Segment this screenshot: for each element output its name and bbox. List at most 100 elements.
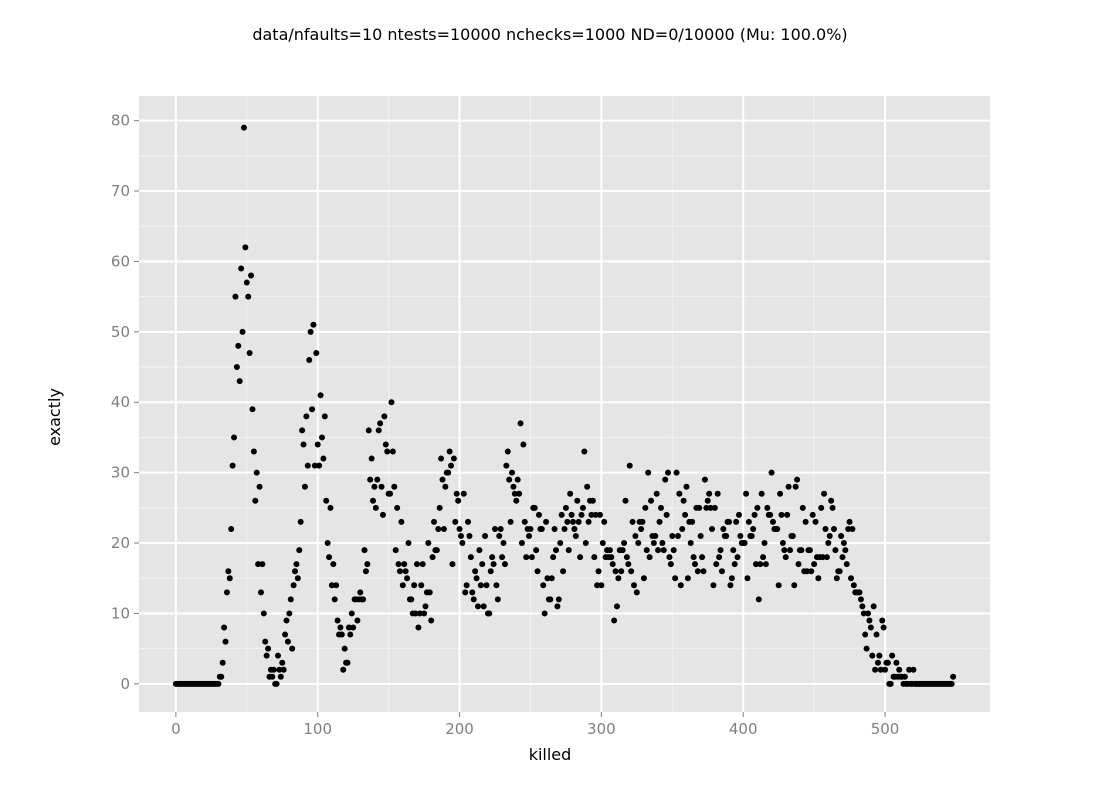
- data-point: [387, 490, 394, 497]
- data-point: [479, 561, 486, 568]
- data-point: [497, 525, 504, 532]
- data-point: [314, 441, 321, 448]
- data-point: [581, 448, 588, 455]
- data-point: [648, 497, 655, 504]
- data-point: [259, 561, 266, 568]
- data-point: [474, 603, 481, 610]
- x-tick-label: 200: [445, 720, 474, 738]
- data-point: [299, 427, 306, 434]
- data-point: [449, 561, 456, 568]
- data-point: [626, 462, 633, 469]
- data-point: [737, 533, 744, 539]
- data-point: [589, 497, 596, 504]
- data-point: [551, 525, 558, 532]
- data-point: [500, 540, 507, 547]
- data-point: [656, 518, 663, 525]
- data-point: [460, 490, 467, 497]
- data-point: [781, 547, 788, 554]
- data-point: [557, 540, 564, 547]
- data-point: [326, 554, 333, 561]
- y-axis-ticks: 0 10 20 30 40 50 60 70 80: [111, 112, 139, 693]
- data-point: [507, 518, 514, 525]
- plot-panel: [139, 96, 990, 712]
- data-point: [856, 589, 863, 596]
- data-point: [218, 673, 225, 680]
- data-point: [378, 483, 385, 490]
- data-point: [697, 533, 704, 539]
- data-point: [456, 525, 463, 532]
- data-point: [260, 610, 267, 617]
- data-point: [418, 582, 425, 589]
- data-point: [327, 504, 334, 511]
- data-point: [808, 568, 815, 575]
- data-point: [751, 511, 758, 518]
- data-point: [676, 490, 683, 497]
- data-point: [842, 547, 849, 554]
- data-point: [950, 673, 957, 680]
- data-point: [528, 554, 535, 561]
- data-point: [806, 547, 813, 554]
- data-point: [767, 511, 774, 518]
- data-point: [670, 547, 677, 554]
- data-point: [422, 603, 429, 610]
- data-point: [633, 589, 640, 596]
- x-tick-label: 400: [729, 720, 758, 738]
- data-point: [703, 504, 710, 511]
- data-point: [487, 568, 494, 575]
- x-tick-label: 0: [171, 720, 181, 738]
- data-point: [229, 462, 236, 469]
- data-point: [531, 504, 538, 511]
- data-point: [482, 533, 489, 539]
- data-point: [652, 533, 659, 539]
- data-point: [639, 518, 646, 525]
- data-point: [640, 575, 647, 582]
- data-point: [629, 518, 636, 525]
- data-point: [713, 561, 720, 568]
- data-point: [433, 547, 440, 554]
- data-point: [395, 561, 402, 568]
- data-point: [236, 378, 243, 385]
- data-point: [547, 596, 554, 603]
- data-point: [667, 561, 674, 568]
- data-point: [608, 554, 615, 561]
- data-point: [896, 666, 903, 673]
- data-point: [450, 455, 457, 462]
- y-tick-label: 80: [111, 112, 130, 130]
- data-point: [754, 504, 761, 511]
- data-point: [731, 561, 738, 568]
- data-point: [948, 680, 955, 687]
- data-point: [493, 582, 500, 589]
- data-point: [584, 483, 591, 490]
- data-point: [276, 666, 283, 673]
- data-point: [865, 610, 872, 617]
- data-point: [303, 413, 310, 420]
- data-point: [734, 554, 741, 561]
- data-point: [874, 659, 881, 666]
- data-point: [540, 582, 547, 589]
- data-point: [829, 504, 836, 511]
- data-point: [521, 518, 528, 525]
- data-point: [704, 497, 711, 504]
- data-point: [743, 490, 750, 497]
- data-point: [415, 624, 422, 631]
- data-point: [253, 469, 260, 476]
- data-point: [750, 525, 757, 532]
- data-point: [760, 554, 767, 561]
- chart-title: data/nfaults=10 ntests=10000 nchecks=100…: [252, 25, 847, 44]
- data-point: [714, 490, 721, 497]
- data-point: [516, 490, 523, 497]
- data-point: [494, 596, 501, 603]
- data-point: [388, 399, 395, 406]
- data-point: [324, 540, 331, 547]
- data-point: [226, 575, 233, 582]
- data-point: [283, 617, 290, 624]
- data-point: [555, 596, 562, 603]
- y-tick-label: 70: [111, 182, 130, 200]
- data-point: [361, 547, 368, 554]
- data-point: [518, 540, 525, 547]
- data-point: [612, 568, 619, 575]
- data-point: [428, 617, 435, 624]
- data-point: [289, 645, 296, 652]
- data-point: [867, 624, 874, 631]
- data-point: [799, 504, 806, 511]
